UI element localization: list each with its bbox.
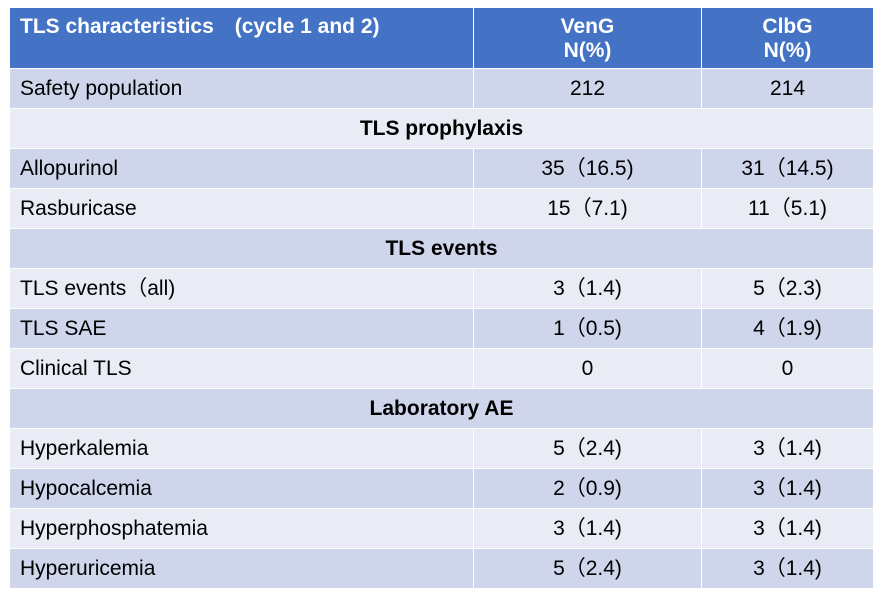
table-row: TLS SAE 1（0.5) 4（1.9) bbox=[9, 308, 874, 349]
section-heading: TLS events bbox=[9, 228, 874, 269]
row-label: TLS events（all) bbox=[9, 268, 474, 309]
table-row: Hyperuricemia 5（2.4) 3（1.4) bbox=[9, 548, 874, 589]
row-label: Hyperkalemia bbox=[9, 428, 474, 469]
tls-characteristics-table: TLS characteristics (cycle 1 and 2) VenG… bbox=[9, 7, 874, 589]
clbg-value: 5（2.3) bbox=[701, 268, 874, 309]
veng-value: 35（16.5) bbox=[473, 148, 702, 189]
table-row: Rasburicase 15（7.1) 11（5.1) bbox=[9, 188, 874, 229]
veng-value: 15（7.1) bbox=[473, 188, 702, 229]
row-label: Allopurinol bbox=[9, 148, 474, 189]
clbg-value: 31（14.5) bbox=[701, 148, 874, 189]
row-label: TLS SAE bbox=[9, 308, 474, 349]
veng-value: 1（0.5) bbox=[473, 308, 702, 349]
section-row: TLS events bbox=[9, 228, 874, 269]
header-veng: VenG N(%) bbox=[473, 7, 702, 69]
section-heading: Laboratory AE bbox=[9, 388, 874, 429]
clbg-value: 214 bbox=[701, 68, 874, 109]
section-row: Laboratory AE bbox=[9, 388, 874, 429]
header-veng-name: VenG bbox=[560, 15, 615, 38]
clbg-value: 3（1.4) bbox=[701, 548, 874, 589]
table-row: Clinical TLS 0 0 bbox=[9, 348, 874, 389]
table-row: Hypocalcemia 2（0.9) 3（1.4) bbox=[9, 468, 874, 509]
veng-value: 3（1.4) bbox=[473, 268, 702, 309]
table-row: Hyperphosphatemia 3（1.4) 3（1.4) bbox=[9, 508, 874, 549]
row-label: Safety population bbox=[9, 68, 474, 109]
clbg-value: 11（5.1) bbox=[701, 188, 874, 229]
table-row: Safety population 212 214 bbox=[9, 68, 874, 109]
row-label: Hyperuricemia bbox=[9, 548, 474, 589]
veng-value: 5（2.4) bbox=[473, 548, 702, 589]
row-label: Hyperphosphatemia bbox=[9, 508, 474, 549]
clbg-value: 4（1.9) bbox=[701, 308, 874, 349]
header-clbg: ClbG N(%) bbox=[701, 7, 874, 69]
table-row: Hyperkalemia 5（2.4) 3（1.4) bbox=[9, 428, 874, 469]
clbg-value: 3（1.4) bbox=[701, 428, 874, 469]
section-row: TLS prophylaxis bbox=[9, 108, 874, 149]
clbg-value: 0 bbox=[701, 348, 874, 389]
clbg-value: 3（1.4) bbox=[701, 508, 874, 549]
clbg-value: 3（1.4) bbox=[701, 468, 874, 509]
veng-value: 5（2.4) bbox=[473, 428, 702, 469]
header-veng-unit: N(%) bbox=[563, 39, 612, 62]
row-label: Hypocalcemia bbox=[9, 468, 474, 509]
veng-value: 0 bbox=[473, 348, 702, 389]
table-row: TLS events（all) 3（1.4) 5（2.3) bbox=[9, 268, 874, 309]
tls-table-container: TLS characteristics (cycle 1 and 2) VenG… bbox=[9, 7, 874, 589]
veng-value: 2（0.9) bbox=[473, 468, 702, 509]
table-row: Allopurinol 35（16.5) 31（14.5) bbox=[9, 148, 874, 189]
header-characteristics: TLS characteristics (cycle 1 and 2) bbox=[9, 7, 474, 69]
veng-value: 212 bbox=[473, 68, 702, 109]
veng-value: 3（1.4) bbox=[473, 508, 702, 549]
section-heading: TLS prophylaxis bbox=[9, 108, 874, 149]
header-clbg-name: ClbG bbox=[762, 15, 813, 38]
row-label: Clinical TLS bbox=[9, 348, 474, 389]
header-clbg-unit: N(%) bbox=[763, 39, 812, 62]
row-label: Rasburicase bbox=[9, 188, 474, 229]
table-header-row: TLS characteristics (cycle 1 and 2) VenG… bbox=[9, 7, 874, 69]
